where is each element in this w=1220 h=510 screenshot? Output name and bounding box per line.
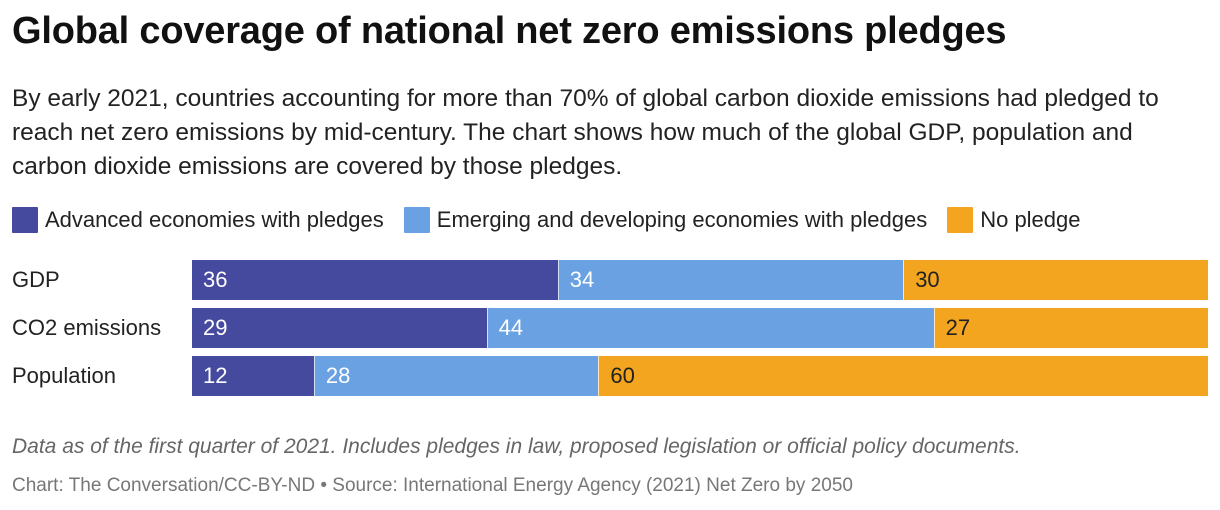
legend-label-no-pledge: No pledge (980, 207, 1081, 232)
row-label-population: Population (12, 363, 116, 388)
row-label-gdp: GDP (12, 267, 60, 292)
chart-title: Global coverage of national net zero emi… (12, 10, 1007, 52)
legend: Advanced economies with pledges Emerging… (12, 204, 1101, 236)
legend-swatch-no-pledge (947, 207, 974, 233)
legend-label-advanced: Advanced economies with pledges (45, 207, 384, 232)
data-label: 30 (915, 267, 940, 292)
chart-source: Chart: The Conversation/CC-BY-ND • Sourc… (12, 475, 853, 496)
legend-item-no-pledge: No pledge (947, 207, 1081, 233)
data-label: 34 (569, 267, 595, 292)
bar-segment-co2-emissions-0: 29 (192, 308, 487, 348)
bar-segment-population-1: 28 (313, 356, 599, 396)
data-label: 27 (945, 315, 971, 340)
data-label: 60 (610, 363, 635, 388)
chart-subtitle: By early 2021, countries accounting for … (12, 85, 1159, 180)
legend-label-emerging: Emerging and developing economies with p… (436, 207, 928, 232)
data-label: 12 (203, 363, 228, 388)
data-label: 36 (203, 267, 228, 292)
legend-swatch-emerging (403, 207, 430, 233)
legend-swatch-advanced (12, 207, 38, 233)
data-label: 29 (203, 315, 228, 340)
bar-segment-gdp-1: 34 (557, 260, 904, 300)
bar-segment-gdp-0: 36 (192, 260, 558, 300)
row-label-co2-emissions: CO2 emissions (12, 315, 162, 340)
bar-row-co2-emissions: 29 44 27 (192, 308, 1208, 348)
bar-segment-co2-emissions-1: 44 (486, 308, 934, 348)
bar-segment-population-2: 60 (598, 356, 1208, 396)
legend-item-emerging: Emerging and developing economies with p… (403, 207, 928, 233)
bar-row-population: 12 28 60 (192, 356, 1208, 396)
legend-item-advanced: Advanced economies with pledges (12, 207, 384, 233)
data-label: 44 (498, 315, 524, 340)
bar-segment-gdp-2: 30 (903, 260, 1208, 300)
data-label: 28 (325, 363, 351, 388)
chart-note: Data as of the first quarter of 2021. In… (12, 435, 1021, 458)
bar-segment-co2-emissions-2: 27 (933, 308, 1208, 348)
bar-segment-population-0: 12 (192, 356, 314, 396)
bar-row-gdp: 36 34 30 (192, 260, 1208, 300)
